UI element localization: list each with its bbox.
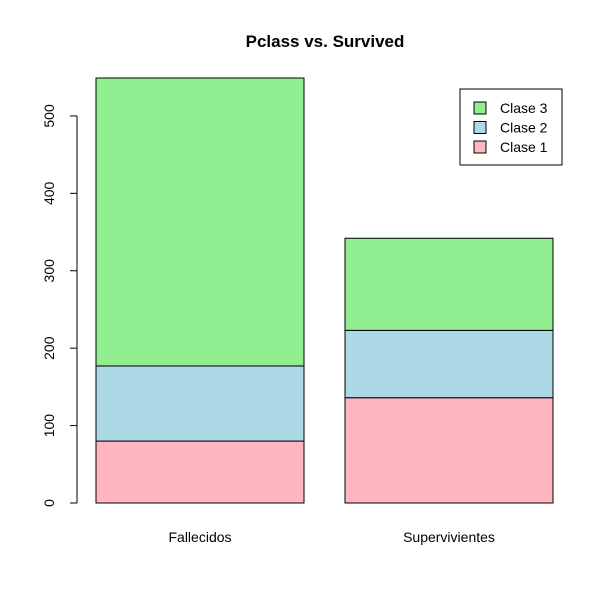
bar-fallecidos-clase-1 [95,440,305,504]
bar-fallecidos-clase-2 [95,365,305,442]
y-axis: 0 100 200 300 400 500 [41,104,78,507]
legend-swatch [473,101,487,115]
bar-supervivientes-clase-2 [344,329,554,399]
x-axis-labels: Fallecidos Supervivientes [168,529,494,545]
chart-title: Pclass vs. Survived [246,32,405,51]
legend: Clase 3 Clase 2 Clase 1 [459,88,563,166]
y-tick-label: 100 [41,414,57,438]
y-tick-label: 0 [41,499,57,507]
y-tick-label: 200 [41,336,57,360]
category-label: Supervivientes [403,529,495,545]
y-tick-label: 400 [41,181,57,205]
y-tick-label: 300 [41,259,57,283]
legend-swatch [473,121,487,134]
bars-group [95,77,554,504]
legend-label: Clase 3 [500,100,548,116]
bar-supervivientes-clase-3 [344,237,554,331]
bar-fallecidos-clase-3 [95,77,305,367]
y-tick-label: 500 [41,104,57,128]
category-label: Fallecidos [168,529,231,545]
bar-supervivientes-clase-1 [344,397,554,504]
legend-label: Clase 2 [500,120,548,136]
legend-label: Clase 1 [500,139,548,155]
legend-swatch [473,140,487,154]
